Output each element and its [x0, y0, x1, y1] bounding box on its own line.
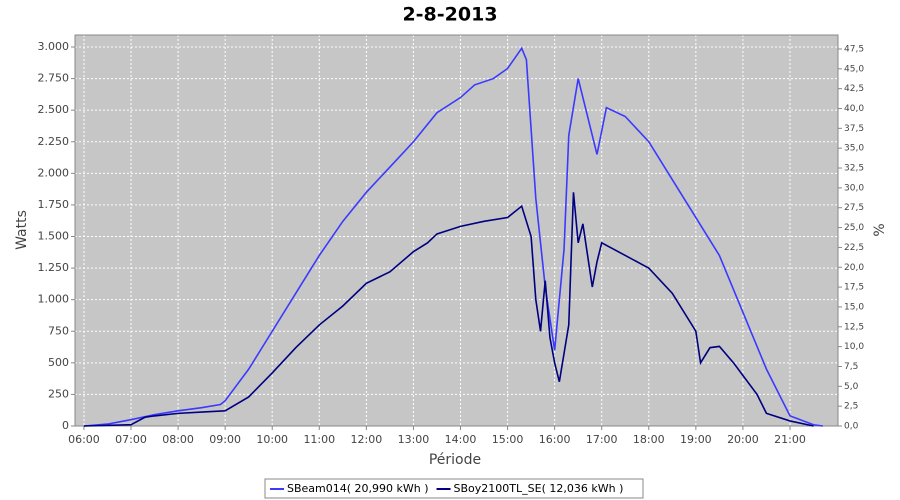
y2-axis-label: % — [872, 223, 888, 236]
y2-tick-label: 2,5 — [844, 402, 858, 412]
x-tick-label: 15:00 — [492, 433, 524, 446]
y-tick-label: 2.750 — [38, 72, 70, 85]
x-tick-label: 09:00 — [209, 433, 241, 446]
y-tick-label: 500 — [48, 356, 69, 369]
y2-tick-label: 7,5 — [844, 362, 858, 372]
y2-tick-label: 17,5 — [844, 283, 864, 293]
x-tick-label: 20:00 — [727, 433, 759, 446]
y2-tick-label: 0,0 — [844, 422, 859, 432]
legend — [264, 478, 644, 499]
x-tick-label: 14:00 — [445, 433, 477, 446]
y2-tick-label: 42,5 — [844, 84, 864, 94]
x-tick-label: 17:00 — [586, 433, 618, 446]
y-tick-label: 750 — [48, 324, 69, 337]
y-tick-label: 1.500 — [38, 230, 70, 243]
y-tick-label: 2.500 — [38, 103, 70, 116]
chart-title: 2-8-2013 — [402, 4, 497, 26]
y2-tick-label: 25,0 — [844, 223, 864, 233]
y2-tick-label: 45,0 — [844, 64, 864, 74]
x-tick-label: 08:00 — [162, 433, 194, 446]
x-tick-label: 21:00 — [774, 433, 806, 446]
x-tick-label: 10:00 — [256, 433, 288, 446]
x-tick-label: 16:00 — [539, 433, 571, 446]
x-tick-label: 06:00 — [68, 433, 100, 446]
y2-tick-label: 32,5 — [844, 164, 864, 174]
x-axis-label: Période — [429, 452, 481, 468]
legend-label: SBoy2100TL_SE( 12,036 kWh ) — [454, 482, 624, 495]
y-tick-label: 1.250 — [38, 261, 70, 274]
y2-tick-label: 40,0 — [844, 104, 864, 114]
y-tick-label: 3.000 — [38, 40, 70, 53]
y2-tick-label: 10,0 — [844, 342, 864, 352]
x-tick-label: 18:00 — [633, 433, 665, 446]
y-axis-label: Watts — [14, 210, 30, 250]
series-line — [83, 46, 824, 427]
y-tick-label: 1.000 — [38, 293, 70, 306]
series-line — [83, 192, 814, 427]
y2-tick-label: 20,0 — [844, 263, 864, 273]
y2-tick-label: 35,0 — [844, 144, 864, 154]
y-tick-label: 2.000 — [38, 166, 70, 179]
legend-label: SBeam014( 20,990 kWh ) — [287, 482, 429, 495]
x-tick-label: 11:00 — [303, 433, 335, 446]
y2-tick-label: 12,5 — [844, 322, 864, 332]
plot-border — [74, 34, 839, 427]
y-tick-label: 250 — [48, 387, 69, 400]
y2-tick-label: 37,5 — [844, 124, 864, 134]
y-tick-label: 2.250 — [38, 135, 70, 148]
y-tick-label: 0 — [62, 419, 69, 432]
y2-tick-label: 30,0 — [844, 183, 864, 193]
y2-tick-label: 15,0 — [844, 302, 864, 312]
y2-tick-label: 5,0 — [844, 382, 859, 392]
y2-tick-label: 47,5 — [844, 44, 864, 54]
x-tick-label: 19:00 — [680, 433, 712, 446]
y2-tick-label: 22,5 — [844, 243, 864, 253]
plot-area — [75, 35, 838, 426]
x-tick-label: 07:00 — [115, 433, 147, 446]
x-tick-label: 13:00 — [398, 433, 430, 446]
y-tick-label: 1.750 — [38, 198, 70, 211]
y2-tick-label: 27,5 — [844, 203, 864, 213]
x-tick-label: 12:00 — [351, 433, 383, 446]
